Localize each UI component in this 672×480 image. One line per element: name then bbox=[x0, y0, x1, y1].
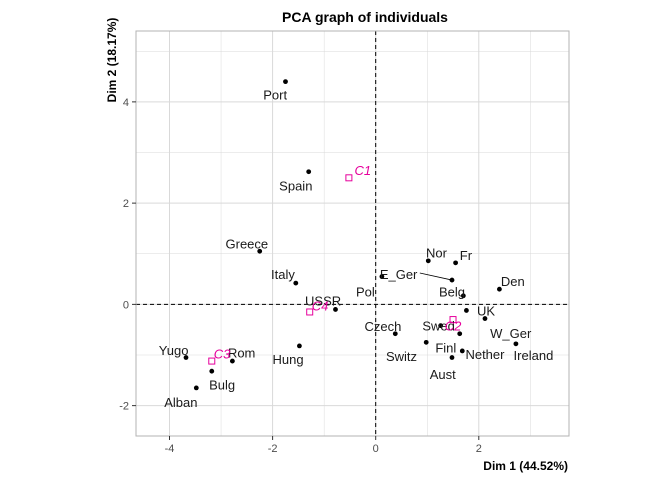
label-italy: Italy bbox=[271, 267, 295, 282]
label-nor: Nor bbox=[426, 246, 448, 261]
x-tick-label: 2 bbox=[476, 443, 482, 455]
point-alban bbox=[193, 385, 199, 391]
point-ussr bbox=[333, 307, 338, 312]
label-greece: Greece bbox=[226, 237, 269, 252]
point-belg bbox=[460, 293, 466, 299]
cluster-label-c3: C3 bbox=[214, 346, 231, 361]
label-alban: Alban bbox=[164, 395, 197, 410]
cluster-label-c1: C1 bbox=[354, 163, 371, 178]
label-nether: Nether bbox=[465, 347, 505, 362]
label-swed: Swed bbox=[422, 319, 455, 334]
point-uk bbox=[464, 308, 469, 313]
x-tick-label: -2 bbox=[268, 443, 278, 455]
point-rom bbox=[229, 358, 235, 364]
point-nether bbox=[459, 348, 465, 354]
axis-ticks: -4 -2 0 2 -2 0 2 4 bbox=[119, 97, 482, 455]
cluster-center-c3 bbox=[208, 357, 216, 365]
point-ireland bbox=[513, 341, 519, 347]
point-switz bbox=[423, 339, 429, 345]
point-hung bbox=[297, 343, 302, 349]
point-czech bbox=[392, 331, 398, 337]
point-greece bbox=[257, 248, 263, 254]
label-den: Den bbox=[501, 274, 525, 289]
chart-title: PCA graph of individuals bbox=[282, 9, 448, 25]
cluster-center-c2 bbox=[449, 316, 457, 324]
label-finl: Finl bbox=[435, 340, 456, 355]
x-axis-title: Dim 1 (44.52%) bbox=[483, 459, 568, 473]
label-w_ger: W_Ger bbox=[490, 326, 532, 341]
point-w_ger bbox=[482, 316, 488, 321]
cluster-center-c4 bbox=[306, 308, 314, 316]
grid bbox=[136, 31, 569, 436]
label-bulg: Bulg bbox=[209, 377, 235, 392]
label-czech: Czech bbox=[364, 319, 401, 334]
data-marks bbox=[183, 79, 519, 391]
y-axis-title: Dim 2 (18.17%) bbox=[105, 18, 119, 103]
point-finl bbox=[457, 331, 463, 337]
label-fr: Fr bbox=[460, 248, 473, 263]
label-hung: Hung bbox=[273, 352, 304, 367]
x-tick-label: -4 bbox=[165, 443, 175, 455]
label-pol: Pol bbox=[356, 285, 375, 300]
label-spain: Spain bbox=[279, 178, 312, 193]
point-pol bbox=[379, 274, 385, 279]
label-aust: Aust bbox=[430, 367, 456, 382]
label-port: Port bbox=[263, 87, 287, 102]
y-tick-label: 2 bbox=[123, 198, 129, 210]
point-den bbox=[497, 286, 502, 292]
point-bulg bbox=[209, 368, 215, 374]
point-yugo bbox=[183, 355, 189, 360]
y-tick-label: 4 bbox=[123, 97, 129, 109]
point-swed bbox=[438, 323, 444, 329]
point-port bbox=[283, 79, 288, 85]
label-rom: Rom bbox=[228, 345, 255, 360]
label-ussr: USSR bbox=[305, 293, 341, 308]
label-e_ger: E_Ger bbox=[380, 267, 418, 282]
point-italy bbox=[293, 280, 299, 286]
point-nor bbox=[425, 258, 431, 264]
cluster-center-c1 bbox=[345, 174, 353, 182]
label-yugo: Yugo bbox=[159, 343, 189, 358]
reference-lines bbox=[136, 31, 569, 436]
y-tick-label: -2 bbox=[119, 401, 129, 413]
point-fr bbox=[453, 260, 458, 266]
x-tick-label: 0 bbox=[373, 443, 379, 455]
label-switz: Switz bbox=[386, 349, 417, 364]
label-uk: UK bbox=[477, 303, 495, 318]
cluster-label-c2: C2 bbox=[445, 319, 462, 334]
label-ireland: Ireland bbox=[514, 348, 554, 363]
cluster-label-c4: C4 bbox=[312, 298, 329, 313]
leader-line bbox=[419, 272, 453, 281]
panel-border bbox=[135, 30, 570, 437]
y-tick-label: 0 bbox=[123, 299, 129, 311]
point-spain bbox=[306, 169, 312, 175]
label-belg: Belg bbox=[439, 285, 465, 300]
point-aust bbox=[449, 355, 455, 360]
